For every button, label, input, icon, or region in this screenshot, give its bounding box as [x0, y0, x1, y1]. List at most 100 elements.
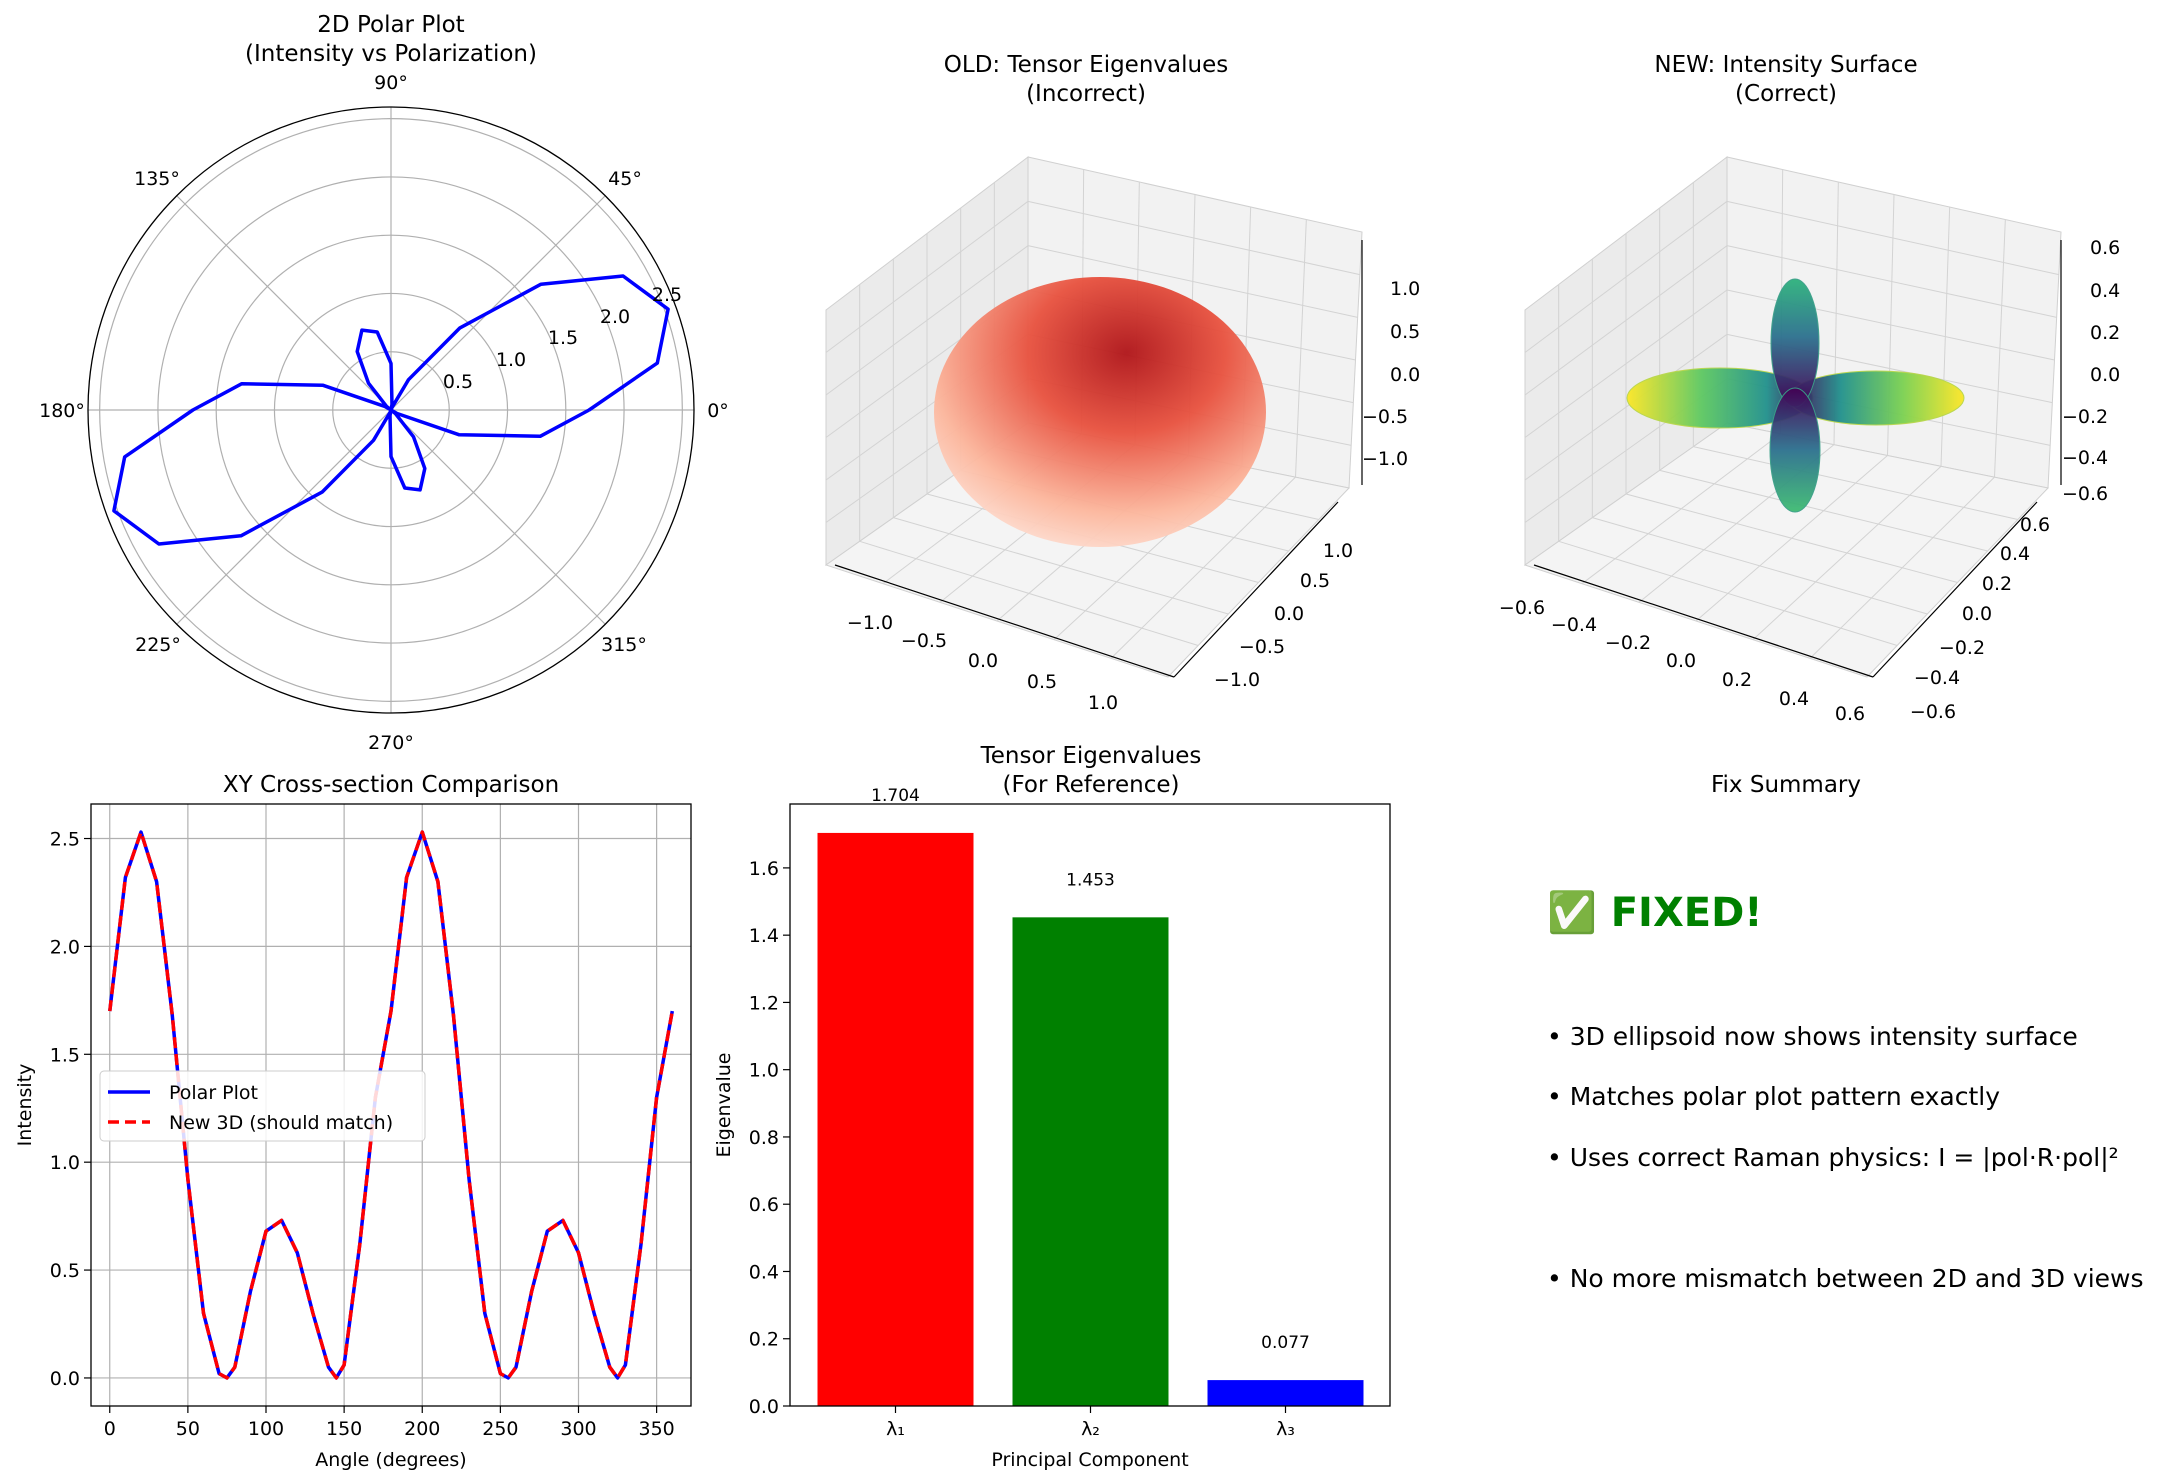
summary-title: Fix Summary	[1711, 772, 1861, 798]
angle-label-0: 0°	[707, 400, 729, 422]
xy-x-tick-label: 250	[482, 1418, 518, 1440]
radial-label-1.0: 1.0	[496, 349, 526, 371]
polar-angle-labels: 0° 45° 90° 135° 180° 225° 270° 315°	[39, 72, 729, 754]
legend-label-polar: Polar Plot	[169, 1082, 258, 1104]
new-3d-panel: NEW: Intensity Surface (Correct) −0.6 −0…	[1499, 52, 2120, 725]
eigenvalue-bar-panel: Tensor Eigenvalues (For Reference) 1.704…	[713, 743, 1391, 1471]
xy-title: XY Cross-section Comparison	[223, 772, 559, 798]
new3d-x-tick: −0.4	[1551, 614, 1597, 636]
eig-y-tick-label: 0.8	[749, 1127, 779, 1149]
summary-line: • Matches polar plot pattern exactly	[1547, 1082, 2000, 1111]
polar-radial-labels: 0.5 1.0 1.5 2.0 2.5	[443, 284, 682, 393]
old3d-y-tick: −0.5	[1239, 636, 1285, 658]
new3d-x-tick: 0.2	[1722, 669, 1752, 691]
xy-x-tick-label: 0	[104, 1418, 116, 1440]
xy-series-lines	[108, 830, 675, 1380]
new3d-y-tick: −0.6	[1910, 701, 1956, 723]
polar-angular-gridline	[176, 409, 392, 625]
old3d-y-tick: 0.0	[1274, 603, 1304, 625]
radial-label-2.0: 2.0	[600, 306, 630, 328]
legend-label-new3d: New 3D (should match)	[169, 1112, 393, 1134]
xy-y-tick-label: 1.0	[50, 1152, 80, 1174]
xy-x-tick-label: 350	[638, 1418, 674, 1440]
radial-label-0.5: 0.5	[443, 371, 473, 393]
polar-angular-gridline	[390, 409, 606, 625]
old3d-y-tick: 0.5	[1300, 570, 1330, 592]
old3d-x-axis-line	[834, 564, 1175, 678]
xy-y-axis-label: Intensity	[14, 1064, 36, 1147]
eig-x-tick-label: λ₃	[1276, 1418, 1295, 1440]
eig-y-tick-labels: 0.0 0.2 0.4 0.6 0.8 1.0 1.2 1.4 1.6	[749, 858, 790, 1418]
old3d-title-line2: (Incorrect)	[1026, 81, 1146, 107]
eig-y-tick-label: 0.4	[749, 1261, 779, 1283]
new3d-gridlines	[1524, 169, 2059, 659]
old3d-x-tick: 0.0	[968, 650, 998, 672]
new3d-y-axis-line	[1872, 501, 2038, 678]
old3d-x-tick: 1.0	[1088, 692, 1118, 714]
old3d-x-tick: −0.5	[901, 630, 947, 652]
old3d-z-tick: 0.0	[1390, 364, 1420, 386]
new3d-x-tick: 0.0	[1666, 650, 1696, 672]
eig-title-line2: (For Reference)	[1002, 772, 1179, 798]
polar-angular-gridline	[390, 195, 606, 411]
pane-gridline	[1809, 476, 1995, 659]
summary-heading: ✅ FIXED!	[1547, 889, 1763, 936]
old3d-x-ticks: −1.0 −0.5 0.0 0.5 1.0	[847, 612, 1118, 714]
new3d-z-ticks: 0.6 0.4 0.2 0.0 −0.2 −0.4 −0.6	[2062, 237, 2120, 505]
eig-x-axis-label: Principal Component	[991, 1449, 1188, 1471]
polar-grid	[88, 107, 694, 713]
summary-line: • Uses correct Raman physics: I = |pol·R…	[1547, 1143, 2119, 1172]
xy-cross-section-panel: XY Cross-section Comparison 0 50 100 150 200…	[14, 772, 692, 1471]
xy-y-tick-labels: 0.0 0.5 1.0 1.5 2.0 2.5	[50, 829, 91, 1390]
new3d-y-tick: 0.4	[2000, 543, 2030, 565]
eig-y-tick-label: 1.4	[749, 925, 779, 947]
summary-line: • No more mismatch between 2D and 3D vie…	[1547, 1264, 2144, 1293]
old3d-z-tick: −1.0	[1362, 448, 1408, 470]
polar-title-line2: (Intensity vs Polarization)	[245, 41, 537, 67]
polar-title-line1: 2D Polar Plot	[317, 12, 464, 38]
xy-x-axis-label: Angle (degrees)	[315, 1449, 466, 1471]
angle-label-180: 180°	[39, 400, 85, 422]
eig-x-tick-label: λ₁	[886, 1418, 905, 1440]
pane-gridline	[1110, 476, 1296, 659]
new3d-x-tick: 0.6	[1835, 703, 1865, 725]
eig-bar-value-label: 1.704	[871, 786, 920, 806]
eig-y-tick-label: 1.2	[749, 992, 779, 1014]
xy-x-tick-label: 300	[560, 1418, 596, 1440]
eig-y-tick-label: 0.0	[749, 1396, 779, 1418]
new3d-y-tick: 0.0	[1962, 603, 1992, 625]
new3d-intensity-surface	[1626, 278, 1965, 513]
old3d-z-tick: 0.5	[1390, 321, 1420, 343]
eig-bar-value-label: 0.077	[1261, 1333, 1310, 1353]
angle-label-225: 225°	[135, 634, 181, 656]
xy-y-tick-label: 2.5	[50, 829, 80, 851]
new3d-y-tick: 0.2	[1982, 573, 2012, 595]
new3d-z-tick: −0.6	[2062, 483, 2108, 505]
angle-label-45: 45°	[608, 168, 642, 190]
old3d-y-tick: 1.0	[1323, 540, 1353, 562]
eig-bar	[817, 832, 974, 1406]
old3d-z-tick: −0.5	[1362, 406, 1408, 428]
new3d-z-tick: 0.6	[2090, 237, 2120, 259]
new3d-z-tick: 0.4	[2090, 280, 2120, 302]
old3d-title-line1: OLD: Tensor Eigenvalues	[944, 52, 1228, 78]
eig-bar	[1207, 1380, 1364, 1406]
new3d-y-tick: 0.6	[2020, 514, 2050, 536]
angle-label-315: 315°	[601, 634, 647, 656]
polar-outer-frame	[87, 106, 695, 714]
old3d-z-tick: 1.0	[1390, 278, 1420, 300]
radial-label-2.5: 2.5	[652, 284, 682, 306]
new3d-z-tick: −0.2	[2062, 406, 2108, 428]
old3d-ellipsoid-surface	[934, 277, 1266, 547]
old-3d-panel: OLD: Tensor Eigenvalues (Incorrect) −1.0…	[824, 52, 1420, 714]
new3d-lobe-bottom	[1769, 387, 1821, 513]
eig-bar-value-label: 1.453	[1066, 870, 1115, 890]
old3d-y-tick: −1.0	[1214, 669, 1260, 691]
xy-x-tick-labels: 0 50 100 150 200 250 300 350	[104, 1406, 675, 1440]
xy-x-tick-label: 100	[248, 1418, 284, 1440]
new3d-y-ticks: −0.6 −0.4 −0.2 0.0 0.2 0.4 0.6	[1910, 514, 2050, 723]
new3d-z-tick: −0.4	[2062, 447, 2108, 469]
summary-line: • 3D ellipsoid now shows intensity surfa…	[1547, 1022, 2078, 1051]
fix-summary-panel: Fix Summary ✅ FIXED! • 3D ellipsoid now …	[1547, 772, 2144, 1293]
